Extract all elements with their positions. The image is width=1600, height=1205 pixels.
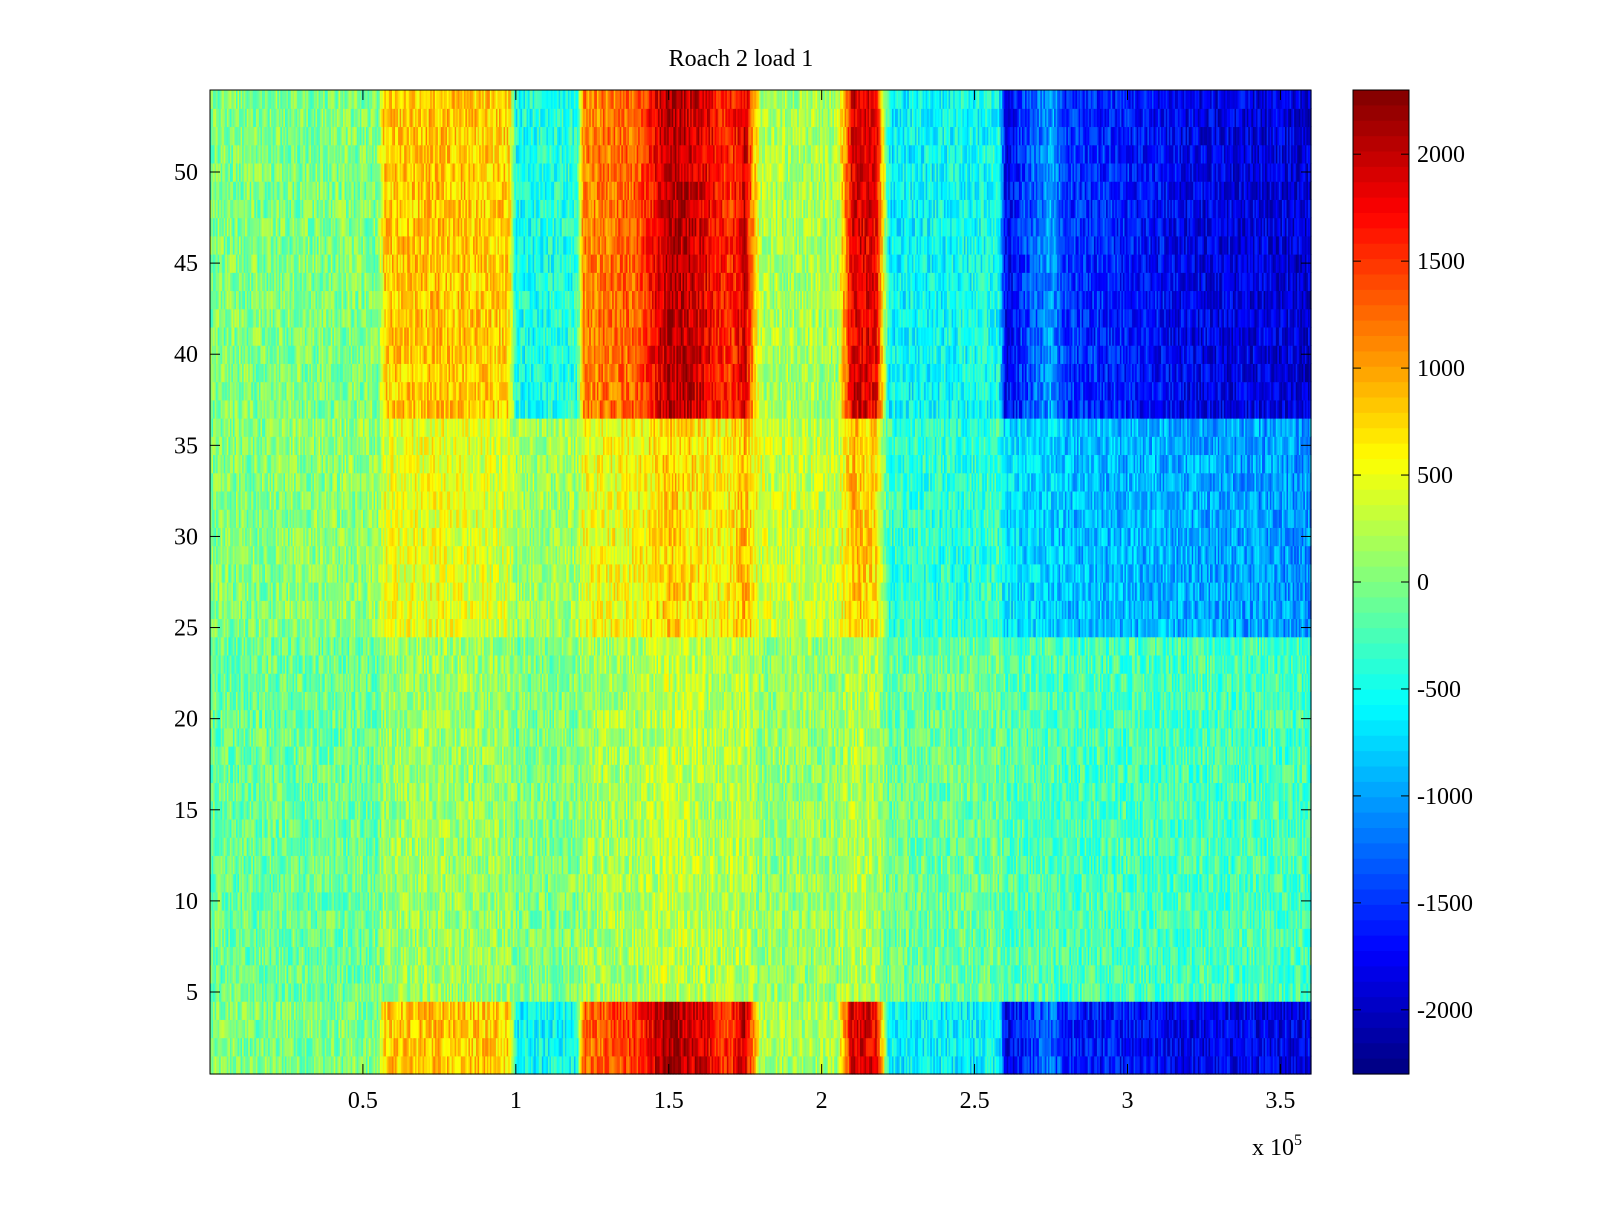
- heatmap-chart: Roach 2 load 1 0.5 1 1.5 2 2.5 3 3.5 510152025…: [0, 0, 1600, 1200]
- figure: Roach 2 load 1 0.5 1 1.5 2 2.5 3 3.5 5 10 15 20 25…: [0, 0, 1600, 1200]
- chart-title: Roach 2 load 1: [669, 46, 814, 72]
- heatmap-cells: [210, 90, 1312, 1075]
